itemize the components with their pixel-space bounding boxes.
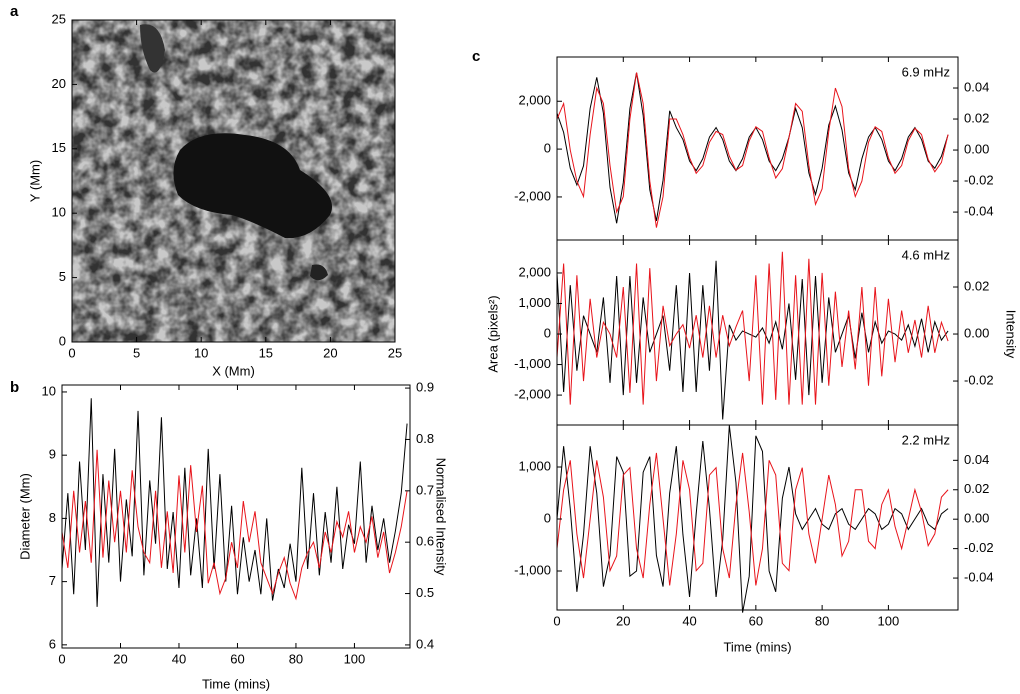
plot-frame	[71, 19, 396, 343]
y-tick-label: 7	[49, 573, 56, 588]
x-tick-label: 0	[68, 345, 75, 360]
granulation-image	[72, 20, 395, 342]
plot-frame	[61, 384, 411, 649]
y-tick-label: 1,000	[518, 295, 551, 310]
x-tick-label: 20	[323, 345, 337, 360]
y-tick-label: 0	[59, 333, 66, 348]
axis-label: Normalised Intensity	[434, 458, 449, 576]
x-tick-label: 60	[230, 651, 244, 666]
series-line	[556, 251, 949, 405]
y2-tick-label: 0.6	[416, 534, 434, 549]
y2-tick-label: 0.9	[416, 380, 434, 395]
axis-label: Time (mins)	[202, 676, 270, 691]
annotation: 4.6 mHz	[902, 247, 950, 262]
y-tick-label: 5	[59, 269, 66, 284]
y2-tick-label: 0.04	[964, 452, 989, 467]
x-tick-label: 100	[344, 651, 366, 666]
y-tick-label: -1,000	[514, 562, 551, 577]
y2-tick-label: 0.00	[964, 511, 989, 526]
annotation: 2.2 mHz	[902, 432, 950, 447]
x-tick-label: 0	[58, 651, 65, 666]
y-tick-label: 2,000	[518, 264, 551, 279]
y2-tick-label: -0.02	[964, 540, 994, 555]
x-tick-label: 0	[553, 613, 560, 628]
axis-label: Diameter (Mm)	[17, 473, 32, 560]
x-tick-label: 20	[616, 613, 630, 628]
y2-tick-label: 0.02	[964, 110, 989, 125]
y2-tick-label: 0.00	[964, 141, 989, 156]
y2-tick-label: 0.5	[416, 585, 434, 600]
series-line	[556, 425, 949, 613]
panel-label: c	[472, 48, 480, 65]
x-tick-label: 25	[388, 345, 402, 360]
x-tick-label: 80	[815, 613, 829, 628]
y2-tick-label: -0.04	[964, 204, 994, 219]
plot-frame	[556, 239, 959, 426]
panel-label: b	[10, 379, 19, 396]
plot-frame	[556, 56, 959, 241]
y-tick-label: 25	[52, 11, 66, 26]
x-tick-label: 100	[878, 613, 900, 628]
y2-tick-label: 0.02	[964, 278, 989, 293]
annotation: 6.9 mHz	[902, 64, 950, 79]
y-tick-label: -2,000	[514, 188, 551, 203]
y-tick-label: -1,000	[514, 356, 551, 371]
y-tick-label: 1,000	[518, 458, 551, 473]
y-tick-label: 10	[42, 383, 56, 398]
y2-tick-label: 0.8	[416, 431, 434, 446]
plot-frame	[556, 424, 959, 611]
y2-tick-label: 0.04	[964, 79, 989, 94]
y2-tick-label: -0.02	[964, 173, 994, 188]
x-tick-label: 40	[172, 651, 186, 666]
series-line	[556, 72, 949, 224]
x-tick-label: 40	[682, 613, 696, 628]
axis-label: Intensity	[1004, 310, 1019, 359]
x-tick-label: 10	[194, 345, 208, 360]
y-tick-label: 9	[49, 447, 56, 462]
y-tick-label: 2,000	[518, 93, 551, 108]
x-tick-label: 60	[749, 613, 763, 628]
series-line	[556, 260, 949, 420]
axis-label: Area (pixels²)	[485, 295, 500, 372]
series-line	[556, 72, 949, 228]
y-tick-label: 15	[52, 140, 66, 155]
y-tick-label: -2,000	[514, 387, 551, 402]
y-tick-label: 10	[52, 205, 66, 220]
y2-tick-label: -0.02	[964, 372, 994, 387]
x-tick-label: 20	[113, 651, 127, 666]
axis-label: Time (mins)	[723, 639, 791, 654]
axis-label: Y (Mm)	[27, 160, 42, 202]
y-tick-label: 0	[544, 510, 551, 525]
x-tick-label: 15	[259, 345, 273, 360]
x-tick-label: 80	[289, 651, 303, 666]
y2-tick-label: 0.02	[964, 481, 989, 496]
y2-tick-label: -0.04	[964, 570, 994, 585]
x-tick-label: 5	[133, 345, 140, 360]
series-line	[61, 449, 408, 601]
y2-tick-label: 0.4	[416, 636, 434, 651]
series-line	[61, 398, 408, 607]
y2-tick-label: 0.00	[964, 325, 989, 340]
y-tick-label: 0	[544, 141, 551, 156]
y-tick-label: 0	[544, 325, 551, 340]
y2-tick-label: 0.7	[416, 482, 434, 497]
panel-label: a	[10, 3, 19, 20]
y-tick-label: 20	[52, 76, 66, 91]
y-tick-label: 6	[49, 636, 56, 651]
y-tick-label: 8	[49, 510, 56, 525]
series-line	[556, 452, 949, 586]
axis-label: X (Mm)	[212, 363, 255, 378]
